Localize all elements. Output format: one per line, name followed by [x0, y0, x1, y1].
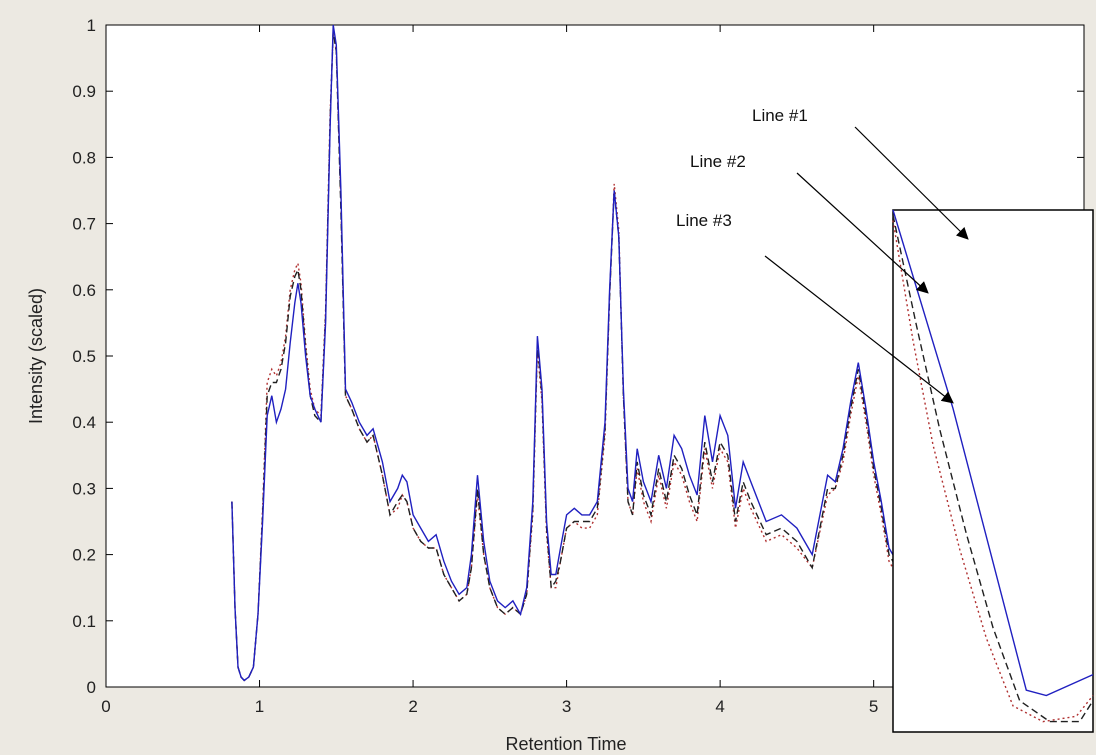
annotation-arrow [764, 255, 954, 404]
x-tick-label: 0 [101, 697, 110, 716]
y-tick-label: 0.7 [72, 215, 96, 234]
x-tick-label: 5 [869, 697, 878, 716]
y-axis-label: Intensity (scaled) [26, 288, 46, 424]
annotation-label: Line #1 [752, 106, 808, 125]
inset-frame [892, 209, 1094, 733]
y-tick-label: 0.4 [72, 413, 96, 432]
annotation-label: Line #3 [676, 211, 732, 230]
y-tick-label: 0.9 [72, 82, 96, 101]
annotation-arrow [796, 172, 929, 294]
y-tick-label: 0 [87, 678, 96, 697]
annotation-arrow [854, 126, 969, 240]
x-tick-label: 2 [408, 697, 417, 716]
y-tick-label: 0.3 [72, 479, 96, 498]
x-tick-label: 4 [715, 697, 724, 716]
inset-series-layer [892, 209, 1094, 723]
inset-series-line-1 [892, 209, 1094, 697]
series-layer [231, 24, 952, 682]
y-tick-label: 0.1 [72, 612, 96, 631]
y-tick-label: 0.6 [72, 281, 96, 300]
y-axis-ticks: 0 0.1 0.2 0.3 0.4 0.5 0.6 0.7 0.8 0.9 1 [72, 16, 1084, 697]
y-tick-label: 0.2 [72, 546, 96, 565]
inset-series-line-3 [892, 215, 1094, 723]
x-tick-label: 1 [255, 697, 264, 716]
annotations-layer: Line #1 Line #2 Line #3 [676, 106, 969, 404]
x-axis-label: Retention Time [505, 734, 626, 754]
series-line-3 [231, 31, 951, 682]
x-tick-label: 3 [562, 697, 571, 716]
zoom-inset [892, 209, 1094, 733]
series-line-1 [231, 24, 952, 682]
x-axis-ticks: 0 1 2 3 4 5 [101, 25, 878, 716]
annotation-label: Line #2 [690, 152, 746, 171]
y-tick-label: 0.8 [72, 148, 96, 167]
y-tick-label: 0.5 [72, 347, 96, 366]
y-tick-label: 1 [87, 16, 96, 35]
